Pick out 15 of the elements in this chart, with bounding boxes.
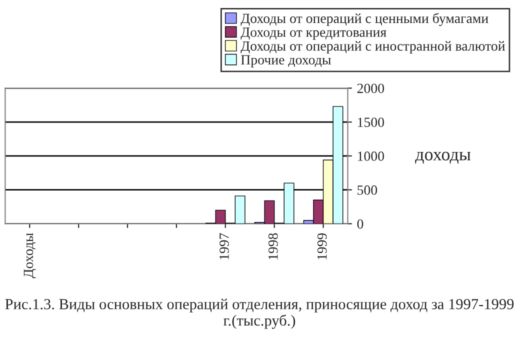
y-tick-label: 1000 xyxy=(358,152,384,161)
x-tick-label: 1998 xyxy=(268,233,278,260)
x-tick-label: 1997 xyxy=(220,233,229,260)
legend-label: Доходы от операций с иностранной валютой xyxy=(240,41,505,54)
legend-label: Доходы от операций с ценными бумагами xyxy=(240,13,488,26)
y-tick-label: 2000 xyxy=(357,84,384,94)
text: Рис.1.3. Виды основных операций отделения, приносящие доход за 1997-1999 г.(тыс.руб.) xyxy=(5,298,514,329)
y-axis-title: доходы xyxy=(415,152,471,164)
y-tick-label: 1500 xyxy=(358,118,384,127)
y-tick-label: 500 xyxy=(358,185,378,195)
legend-label: Прочие доходы xyxy=(241,55,331,68)
legend-label: Доходы от кредитования xyxy=(240,28,386,40)
x-tick-label: 1999 xyxy=(317,233,327,260)
x-tick-label: Доходы xyxy=(24,233,36,278)
y-tick-label: 0 xyxy=(357,219,364,229)
